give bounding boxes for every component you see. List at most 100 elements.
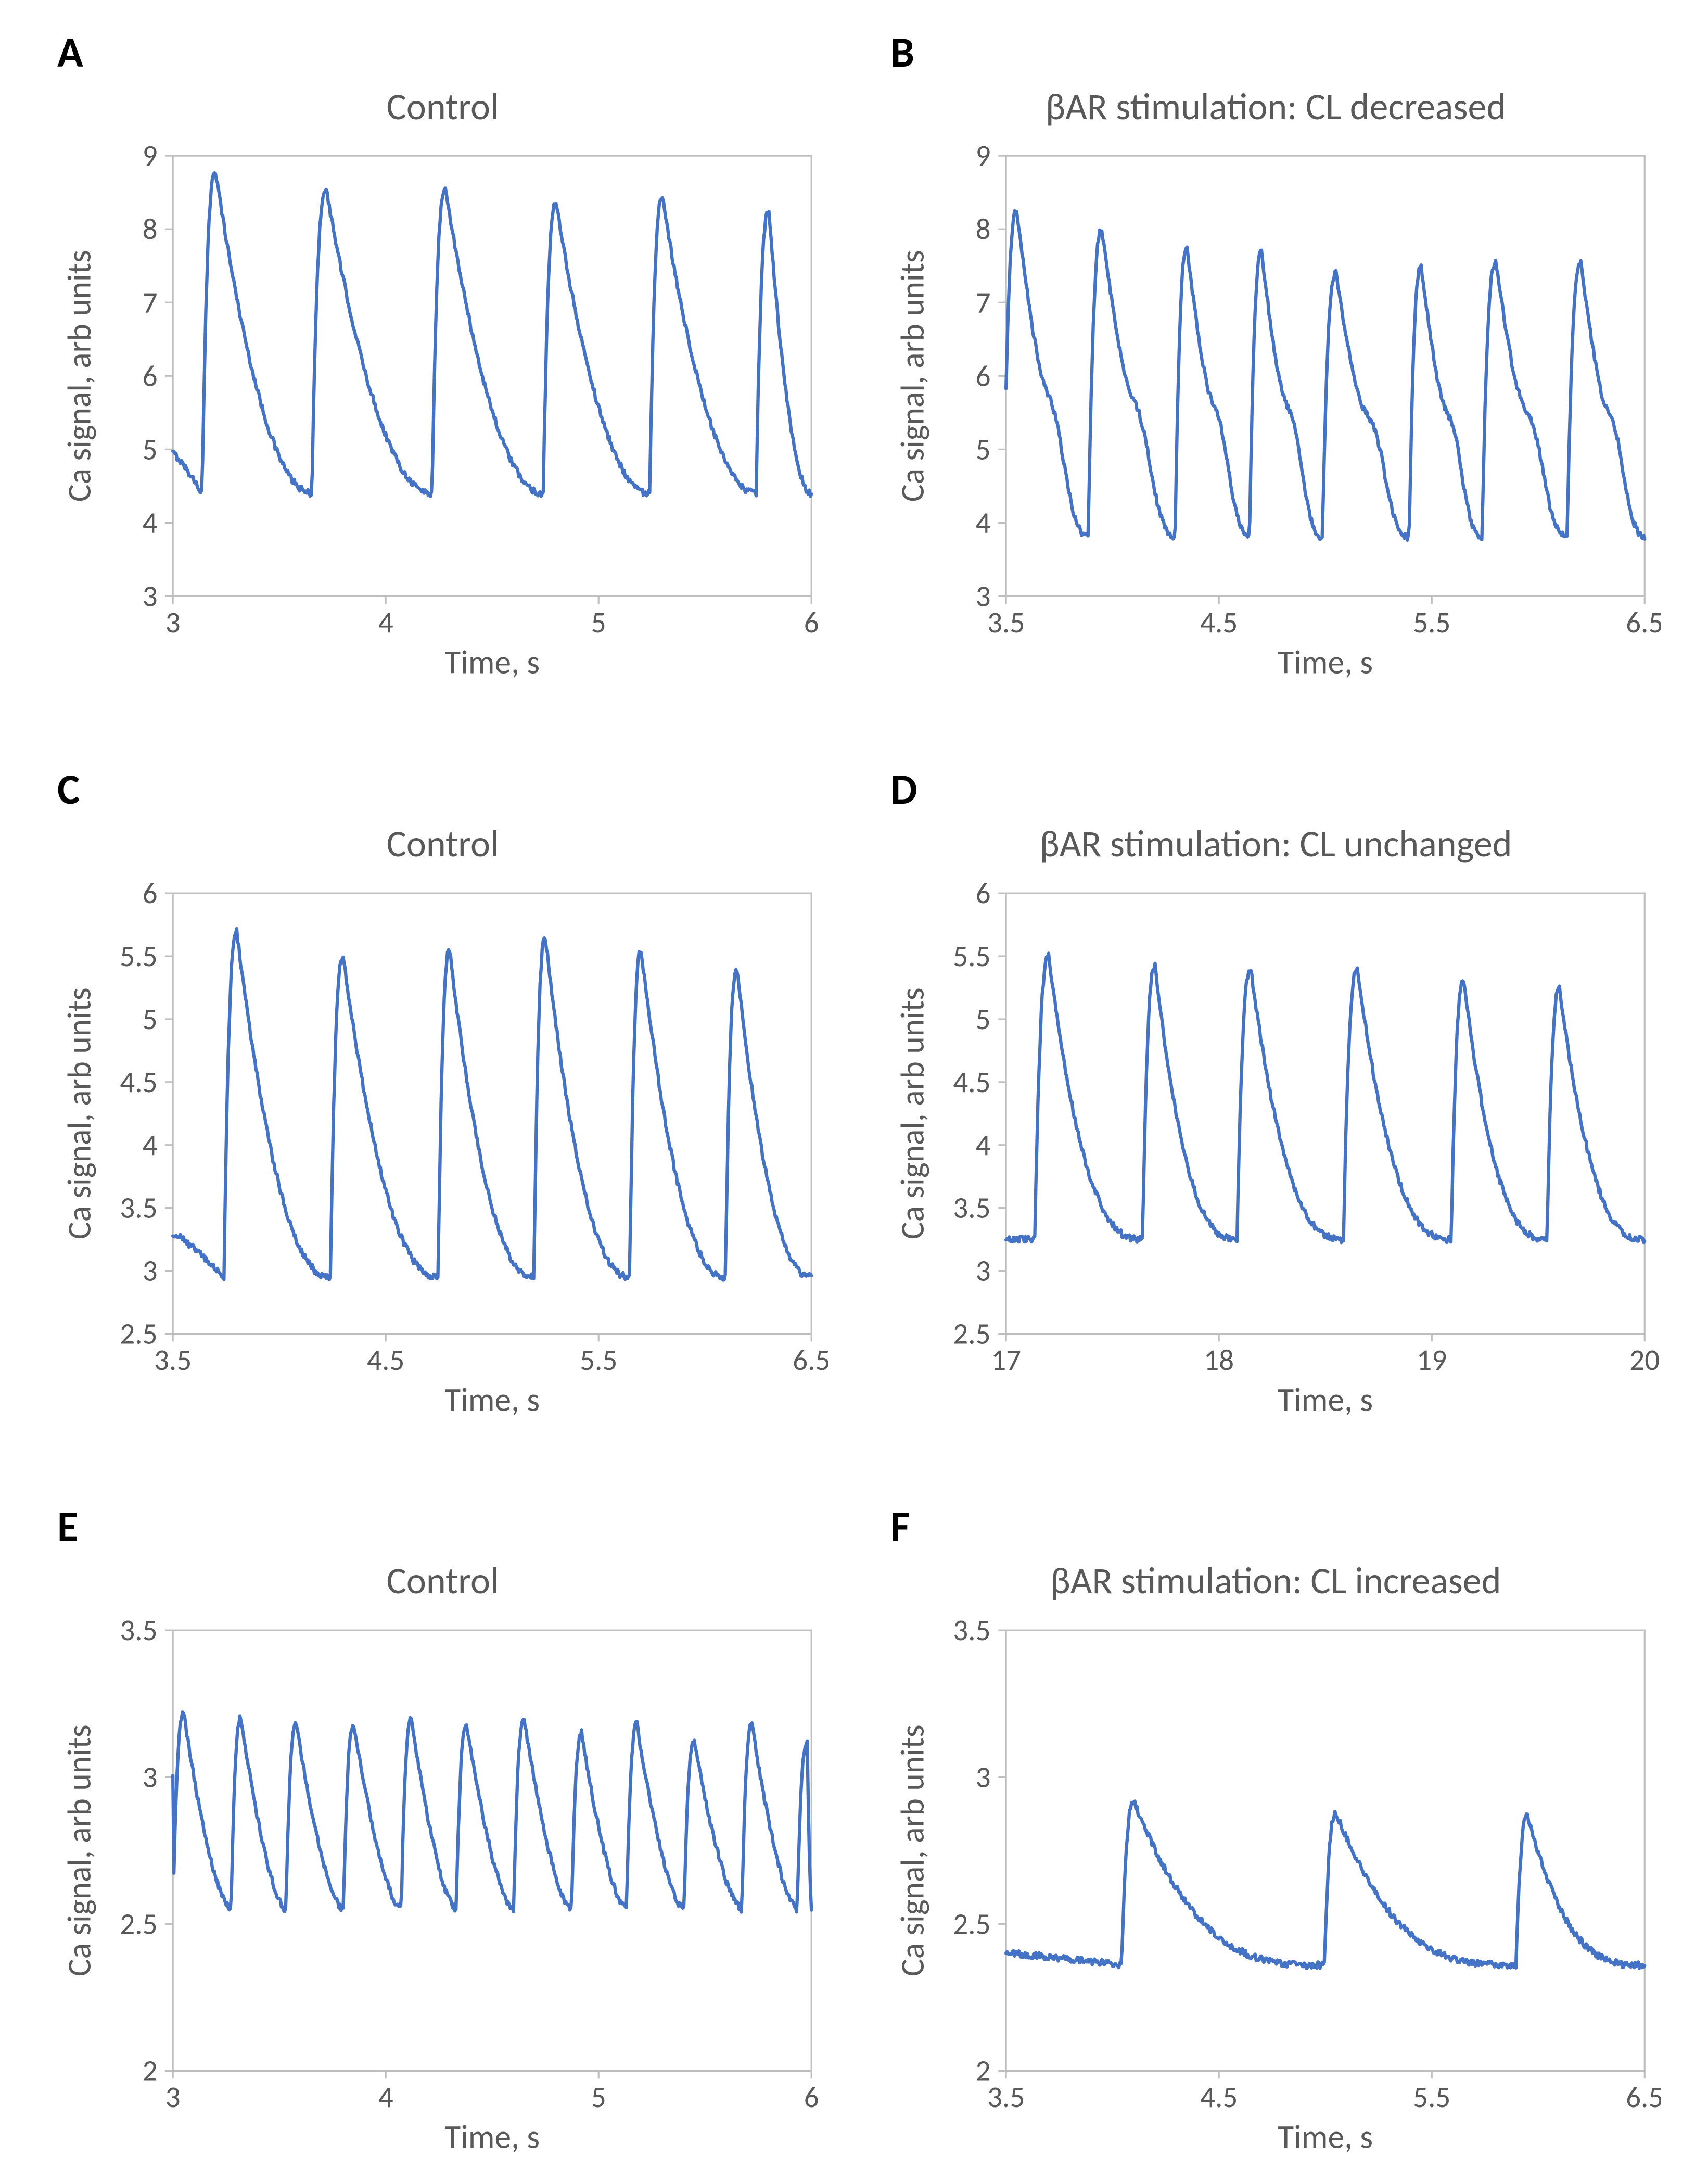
xtick-label: 3	[165, 605, 181, 641]
xtick-label: 17	[991, 1342, 1021, 1378]
ytick-label: 5	[143, 432, 158, 468]
ca-signal-trace	[1006, 953, 1645, 1242]
y-axis-label: Ca signal, arb units	[893, 1724, 933, 1976]
xtick-label: 6	[804, 2079, 819, 2115]
ytick-label: 4.5	[953, 1064, 990, 1100]
ytick-label: 3.5	[953, 1190, 990, 1226]
x-axis-label: Time, s	[444, 2117, 540, 2157]
chart-A: 34563456789Ca signal, arb unitsTime, s	[57, 145, 828, 695]
chart-F: 3.5 4.5 5.5 6.5 2 2.5 3 3.5 Ca signal, arb units…	[890, 1619, 1661, 2170]
ytick-label: 5	[976, 432, 991, 468]
y-axis-label: Ca signal, arb units	[59, 987, 99, 1239]
ca-signal-trace	[173, 1712, 811, 1912]
ytick-label: 4	[976, 505, 991, 541]
panel-letter: B	[890, 31, 1661, 74]
ytick-label: 3.5	[120, 1619, 157, 1648]
ca-signal-trace	[1006, 1801, 1645, 1968]
ytick-label: 3.5	[953, 1619, 990, 1648]
y-axis-label: Ca signal, arb units	[59, 1724, 99, 1976]
y-axis-label: Ca signal, arb units	[893, 987, 933, 1239]
ytick-label: 5	[976, 1001, 991, 1037]
x-axis-label: Time, s	[1278, 2117, 1373, 2157]
xtick-label: 5.5	[1413, 2079, 1450, 2115]
chart-title: Control	[57, 84, 828, 129]
panel-A: AControl34563456789Ca signal, arb unitsT…	[57, 31, 828, 695]
figure-grid: A Control 3 4 5 6 3 4 5 6 7 8 9 Ca signal, arb units T…	[0, 0, 1708, 2131]
xtick-label: 20	[1629, 1342, 1660, 1378]
ytick-label: 2	[976, 2053, 991, 2089]
xtick-label: 5.5	[580, 1342, 617, 1378]
ytick-label: 3	[143, 579, 158, 615]
panel-letter: F	[890, 1505, 1661, 1548]
chart-title: Control	[57, 821, 828, 866]
ytick-label: 6	[976, 359, 991, 395]
ytick-label: 3	[976, 1759, 991, 1795]
ytick-label: 2.5	[120, 1906, 157, 1942]
ytick-label: 4	[143, 505, 158, 541]
x-axis-label: Time, s	[444, 1380, 540, 1420]
xtick-label: 3	[165, 2079, 181, 2115]
y-axis-label: Ca signal, arb units	[893, 250, 933, 502]
ytick-label: 2	[143, 2053, 158, 2089]
chart-C: 3.54.55.56.52.533.544.555.56Ca signal, a…	[57, 882, 828, 1433]
ytick-label: 8	[143, 212, 158, 248]
ytick-label: 3	[976, 1253, 991, 1289]
ytick-label: 3.5	[120, 1190, 157, 1226]
x-axis-label: Time, s	[1278, 643, 1373, 683]
xtick-label: 4.5	[1200, 605, 1238, 641]
xtick-label: 5	[591, 605, 606, 641]
ca-signal-trace	[173, 173, 811, 497]
xtick-label: 4	[378, 2079, 393, 2115]
panel-letter: C	[57, 768, 828, 811]
ytick-label: 2.5	[953, 1316, 990, 1352]
ytick-label: 4	[976, 1127, 991, 1163]
xtick-label: 4	[378, 605, 393, 641]
panel-letter: E	[57, 1505, 828, 1548]
ytick-label: 9	[976, 145, 991, 174]
ytick-label: 5	[143, 1001, 158, 1037]
xtick-label: 3.5	[987, 2079, 1025, 2115]
xtick-label: 19	[1417, 1342, 1447, 1378]
ytick-label: 6	[143, 882, 158, 911]
chart-E: 3 4 5 6 2 2.5 3 3.5 Ca signal, arb units Time, s	[57, 1619, 828, 2170]
panel-D: DβAR stimulation: CL unchanged 17 18 19 20 2.…	[890, 768, 1661, 1432]
ca-signal-trace	[1006, 211, 1645, 540]
ytick-label: 3	[976, 579, 991, 615]
chart-D: 171819202.533.544.555.56Ca signal, arb u…	[890, 882, 1661, 1433]
ytick-label: 5.5	[953, 938, 990, 974]
ytick-label: 2.5	[953, 1906, 990, 1942]
ytick-label: 8	[976, 212, 991, 248]
chart-B: 3.5 4.5 5.5 6.5 3 4 5 6 7 8 9 Ca signal, arb units T…	[890, 145, 1661, 695]
y-axis-label: Ca signal, arb units	[59, 250, 99, 502]
ytick-label: 3	[143, 1253, 158, 1289]
chart-title: Control	[57, 1558, 828, 1603]
panel-letter: A	[57, 31, 828, 74]
ca-signal-trace	[173, 929, 811, 1280]
chart-title: βAR stimulation: CL increased	[890, 1558, 1661, 1603]
panel-E: E Control 3 4 5 6 2 2.5 3 3.5 Ca signal, arb units…	[57, 1505, 828, 2169]
chart-title: βAR stimulation: CL unchanged	[890, 821, 1661, 866]
x-axis-label: Time, s	[444, 643, 540, 683]
ytick-label: 3	[143, 1759, 158, 1795]
panel-C: CControl3.54.55.56.52.533.544.555.56Ca s…	[57, 768, 828, 1432]
xtick-label: 5.5	[1413, 605, 1450, 641]
xtick-label: 3.5	[154, 1342, 192, 1378]
ytick-label: 2.5	[120, 1316, 157, 1352]
ytick-label: 4.5	[120, 1064, 157, 1100]
xtick-label: 5	[591, 2079, 606, 2115]
xtick-label: 6.5	[793, 1342, 828, 1378]
xtick-label: 3.5	[987, 605, 1025, 641]
panel-letter: D	[890, 768, 1661, 811]
panel-F: FβAR stimulation: CL increased 3.5 4.5 5.5 6…	[890, 1505, 1661, 2169]
ytick-label: 7	[143, 285, 158, 321]
xtick-label: 6.5	[1626, 2079, 1661, 2115]
ytick-label: 6	[143, 359, 158, 395]
ytick-label: 4	[143, 1127, 158, 1163]
xtick-label: 18	[1204, 1342, 1234, 1378]
xtick-label: 6	[804, 605, 819, 641]
xtick-label: 6.5	[1626, 605, 1661, 641]
panel-B: BβAR stimulation: CL decreased3.54.55.56…	[890, 31, 1661, 695]
xtick-label: 4.5	[1200, 2079, 1238, 2115]
ytick-label: 7	[976, 285, 991, 321]
xtick-label: 4.5	[367, 1342, 404, 1378]
